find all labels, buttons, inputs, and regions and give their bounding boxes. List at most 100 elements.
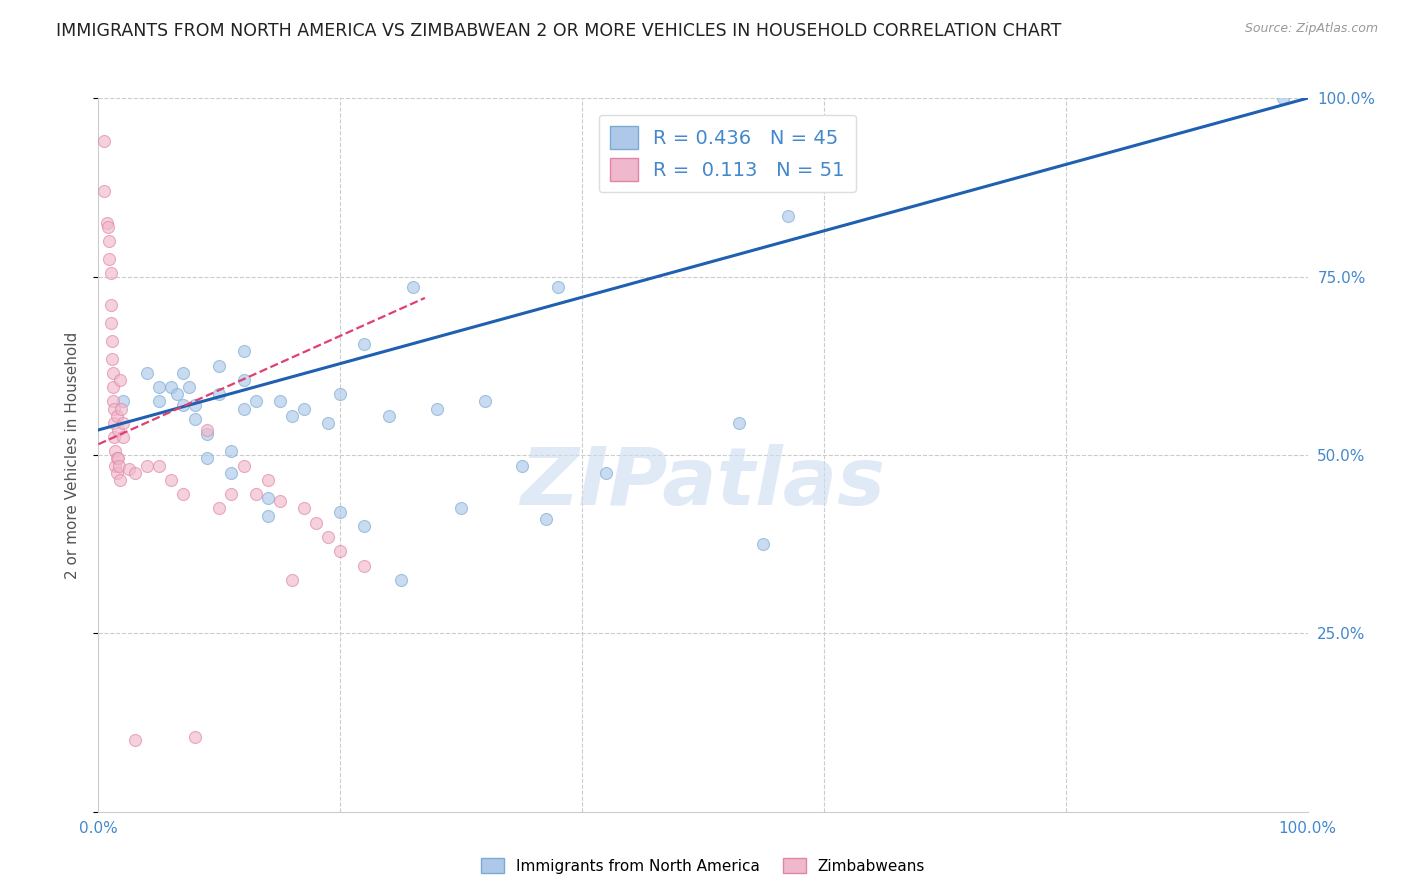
Point bbox=[179, 380, 201, 394]
Point bbox=[105, 451, 128, 466]
Point bbox=[232, 344, 254, 359]
Point bbox=[148, 394, 170, 409]
Point bbox=[100, 334, 122, 348]
Point bbox=[100, 298, 122, 312]
Point bbox=[184, 730, 207, 744]
Point bbox=[195, 451, 218, 466]
Point bbox=[172, 366, 194, 380]
Point bbox=[534, 512, 557, 526]
Point bbox=[118, 462, 141, 476]
Point bbox=[256, 508, 278, 523]
Point bbox=[221, 466, 243, 480]
Point bbox=[426, 401, 449, 416]
Point bbox=[108, 458, 131, 473]
Point bbox=[107, 451, 129, 466]
Point bbox=[111, 416, 134, 430]
Point bbox=[269, 394, 291, 409]
Point bbox=[269, 494, 291, 508]
Point bbox=[96, 216, 118, 230]
Point bbox=[281, 573, 304, 587]
Point bbox=[195, 423, 218, 437]
Point bbox=[221, 487, 243, 501]
Point bbox=[316, 530, 339, 544]
Point bbox=[232, 373, 254, 387]
Point bbox=[103, 430, 125, 444]
Point bbox=[103, 401, 125, 416]
Point bbox=[108, 373, 131, 387]
Point bbox=[98, 234, 121, 248]
Point bbox=[256, 491, 278, 505]
Point bbox=[111, 394, 134, 409]
Point bbox=[329, 544, 352, 558]
Point bbox=[100, 316, 122, 330]
Point bbox=[97, 219, 120, 234]
Point bbox=[221, 444, 243, 458]
Point bbox=[595, 466, 617, 480]
Point bbox=[329, 387, 352, 401]
Point bbox=[105, 466, 128, 480]
Point bbox=[353, 558, 375, 573]
Point bbox=[104, 458, 127, 473]
Point bbox=[245, 394, 267, 409]
Point bbox=[160, 380, 183, 394]
Point bbox=[195, 426, 218, 441]
Point bbox=[776, 209, 799, 223]
Point bbox=[111, 430, 134, 444]
Point bbox=[329, 505, 352, 519]
Point bbox=[148, 458, 170, 473]
Legend: R = 0.436   N = 45, R =  0.113   N = 51: R = 0.436 N = 45, R = 0.113 N = 51 bbox=[599, 115, 856, 193]
Point bbox=[184, 398, 207, 412]
Point bbox=[752, 537, 775, 551]
Point bbox=[292, 501, 315, 516]
Point bbox=[101, 380, 124, 394]
Point bbox=[208, 501, 231, 516]
Point bbox=[402, 280, 425, 294]
Point bbox=[208, 387, 231, 401]
Point bbox=[208, 359, 231, 373]
Point bbox=[124, 466, 146, 480]
Point bbox=[281, 409, 304, 423]
Point bbox=[160, 473, 183, 487]
Point bbox=[101, 366, 124, 380]
Point bbox=[305, 516, 328, 530]
Point bbox=[110, 401, 132, 416]
Point bbox=[107, 423, 129, 437]
Point bbox=[100, 266, 122, 280]
Point bbox=[353, 337, 375, 351]
Point bbox=[389, 573, 412, 587]
Point bbox=[124, 733, 146, 747]
Point bbox=[101, 394, 124, 409]
Point bbox=[292, 401, 315, 416]
Point bbox=[105, 409, 128, 423]
Point bbox=[98, 252, 121, 266]
Legend: Immigrants from North America, Zimbabweans: Immigrants from North America, Zimbabwea… bbox=[475, 852, 931, 880]
Point bbox=[103, 416, 125, 430]
Point bbox=[353, 519, 375, 533]
Point bbox=[184, 412, 207, 426]
Point bbox=[316, 416, 339, 430]
Point bbox=[474, 394, 496, 409]
Point bbox=[135, 366, 157, 380]
Point bbox=[245, 487, 267, 501]
Y-axis label: 2 or more Vehicles in Household: 2 or more Vehicles in Household bbox=[65, 331, 80, 579]
Point bbox=[232, 458, 254, 473]
Text: ZIPatlas: ZIPatlas bbox=[520, 444, 886, 523]
Point bbox=[450, 501, 472, 516]
Point bbox=[728, 416, 751, 430]
Point bbox=[148, 380, 170, 394]
Point bbox=[93, 184, 115, 198]
Point bbox=[93, 134, 115, 148]
Point bbox=[172, 487, 194, 501]
Point bbox=[100, 351, 122, 366]
Text: IMMIGRANTS FROM NORTH AMERICA VS ZIMBABWEAN 2 OR MORE VEHICLES IN HOUSEHOLD CORR: IMMIGRANTS FROM NORTH AMERICA VS ZIMBABW… bbox=[56, 22, 1062, 40]
Point bbox=[377, 409, 399, 423]
Point bbox=[104, 444, 127, 458]
Point bbox=[1272, 91, 1295, 105]
Text: Source: ZipAtlas.com: Source: ZipAtlas.com bbox=[1244, 22, 1378, 36]
Point bbox=[510, 458, 533, 473]
Point bbox=[108, 473, 131, 487]
Point bbox=[547, 280, 569, 294]
Point bbox=[135, 458, 157, 473]
Point bbox=[172, 398, 194, 412]
Point bbox=[232, 401, 254, 416]
